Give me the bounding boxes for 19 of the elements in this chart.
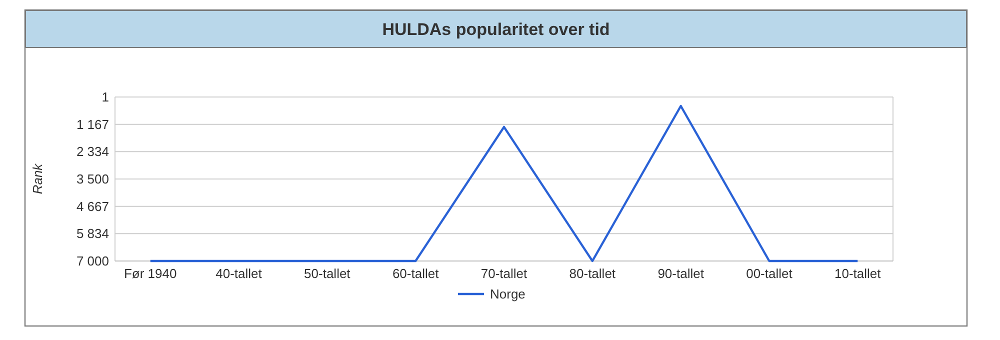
- y-tick-label: 1: [102, 90, 109, 105]
- x-tick-label: 70-tallet: [480, 266, 528, 281]
- y-tick-label: 2 334: [76, 144, 109, 160]
- x-tick-label: Før 1940: [124, 266, 177, 281]
- y-tick-label: 4 667: [76, 198, 109, 214]
- chart-title: HULDAs popularitet over tid: [382, 20, 610, 39]
- x-tick-label: 40-tallet: [216, 266, 262, 281]
- x-tick-label: 00-tallet: [746, 266, 793, 281]
- x-tick-label: 50-tallet: [304, 266, 351, 281]
- x-tick-label: 90-tallet: [658, 266, 704, 281]
- y-tick-label: 3 500: [76, 172, 109, 187]
- y-axis-title: Rank: [30, 162, 45, 194]
- y-tick-label: 1 167: [76, 116, 109, 132]
- y-tick-label: 7 000: [76, 254, 109, 269]
- y-tick-label: 5 834: [76, 226, 109, 242]
- x-tick-label: 10-tallet: [834, 266, 882, 281]
- legend-label: Norge: [490, 286, 526, 302]
- x-tick-label: 60-tallet: [392, 266, 440, 281]
- x-tick-label: 80-tallet: [569, 266, 616, 281]
